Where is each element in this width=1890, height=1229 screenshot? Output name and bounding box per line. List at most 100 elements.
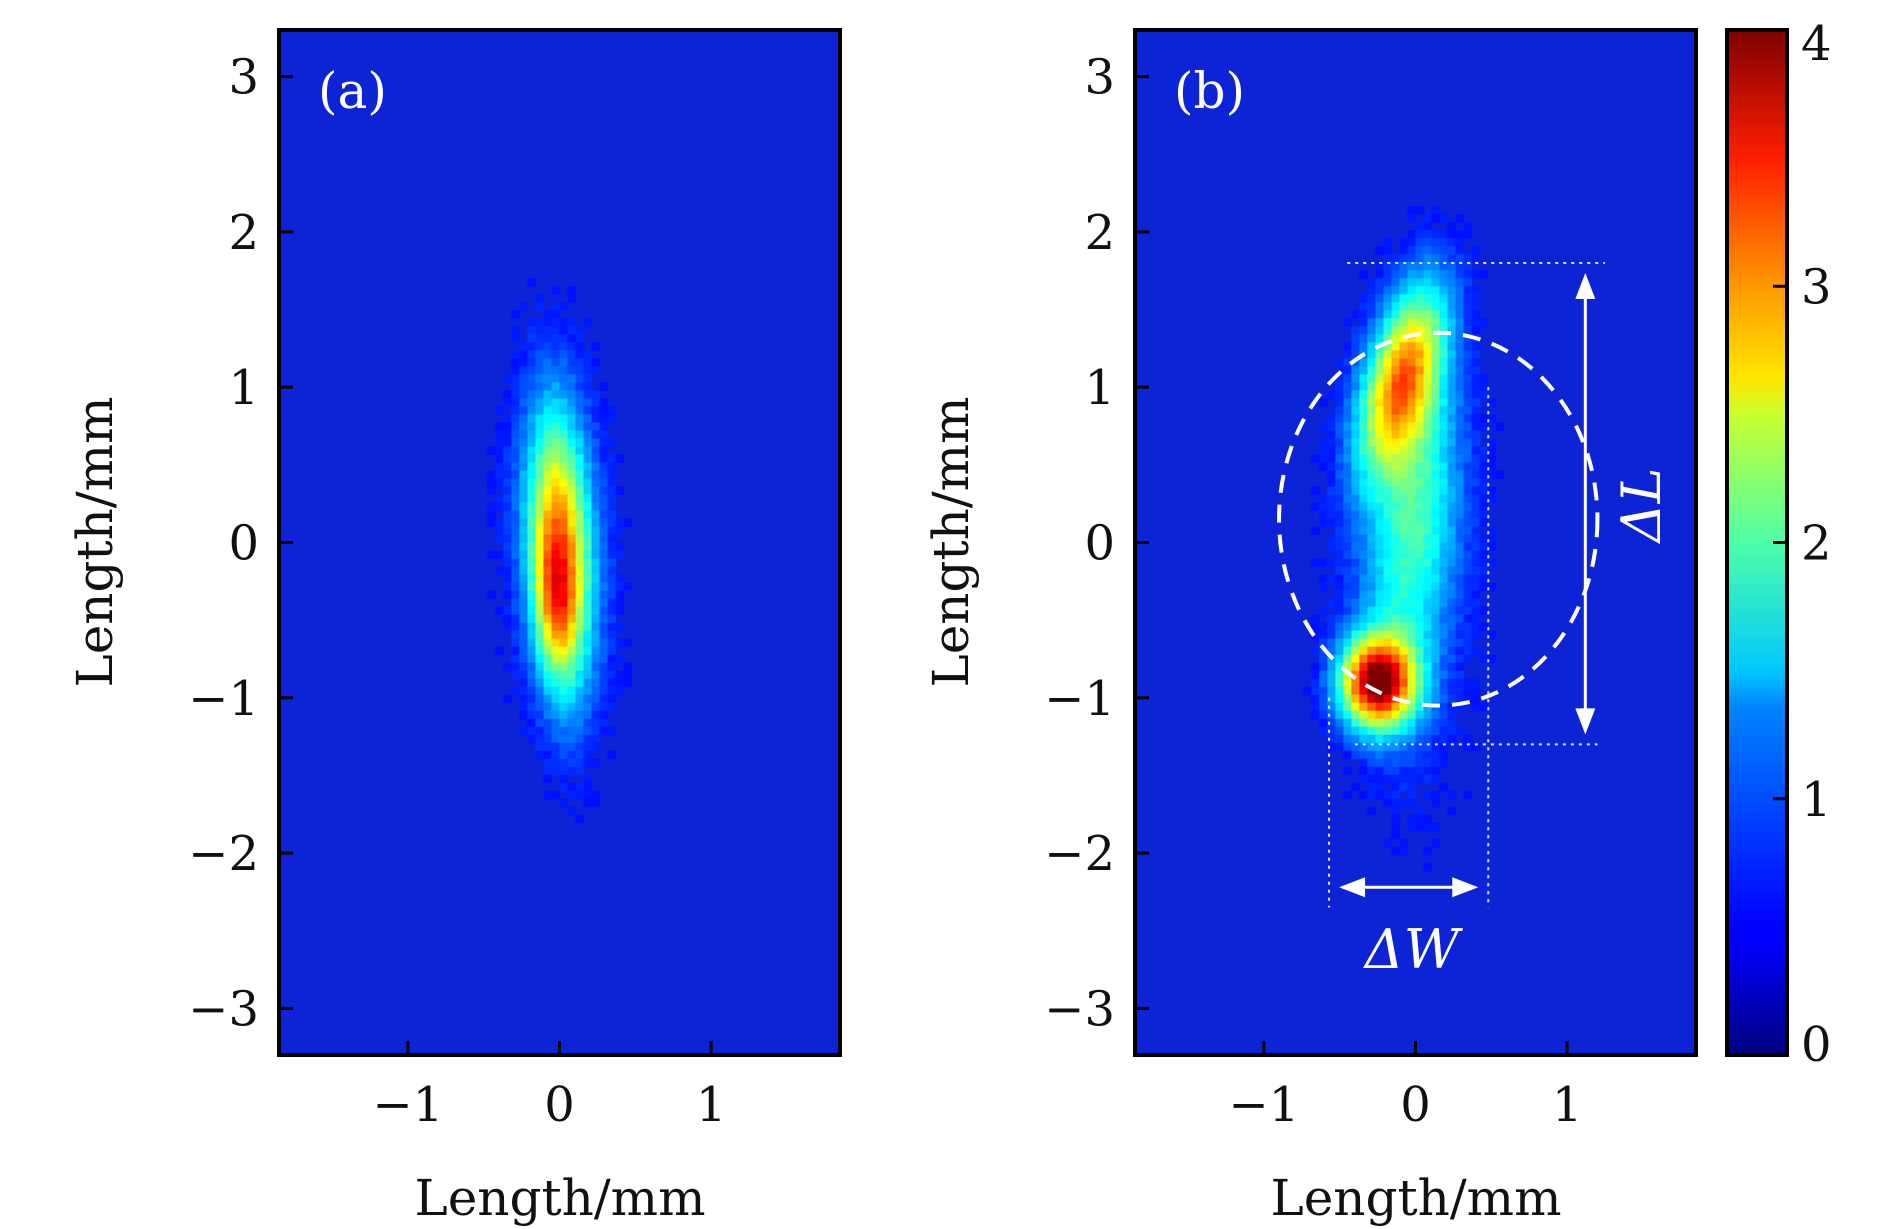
- heatmap-cell: [575, 550, 585, 560]
- heatmap-cell: [567, 766, 577, 776]
- heatmap-cell: [1335, 702, 1344, 712]
- heatmap-cell: [1423, 494, 1433, 504]
- heatmap-cell: [1359, 446, 1369, 456]
- heatmap-cell: [1351, 558, 1360, 568]
- heatmap-cell: [1431, 654, 1441, 664]
- heatmap-cell: [567, 782, 577, 792]
- heatmap-cell: [559, 374, 569, 383]
- heatmap-cell: [599, 446, 609, 456]
- heatmap-cell: [591, 702, 601, 712]
- heatmap-cell: [1391, 502, 1401, 512]
- heatmap-cell: [1319, 718, 1328, 728]
- heatmap-cell: [559, 454, 569, 464]
- heatmap-cell: [1383, 566, 1393, 576]
- heatmap-cell: [535, 582, 545, 592]
- heatmap-cell: [535, 734, 545, 744]
- heatmap-cell: [1375, 678, 1385, 688]
- heatmap-cell: [1447, 518, 1457, 528]
- heatmap-cell: [503, 470, 513, 480]
- heatmap-cell: [1391, 294, 1401, 303]
- heatmap-cell: [567, 558, 577, 568]
- y-tick-label: 0: [228, 516, 259, 572]
- heatmap-cell: [1415, 614, 1425, 624]
- heatmap-cell: [599, 470, 609, 480]
- heatmap-cell: [559, 782, 569, 792]
- heatmap-cell: [1431, 230, 1441, 239]
- heatmap-cell: [1439, 446, 1449, 456]
- heatmap-cell: [551, 534, 561, 544]
- heatmap-cell: [1343, 382, 1352, 391]
- heatmap-cell: [1471, 582, 1481, 592]
- heatmap-cell: [1319, 398, 1328, 407]
- heatmap-cell: [1455, 390, 1465, 399]
- heatmap-cell: [1407, 302, 1417, 311]
- heatmap-cell: [1343, 702, 1352, 712]
- heatmap-cell: [511, 310, 521, 319]
- heatmap-cell: [591, 486, 601, 496]
- heatmap-cell: [1351, 470, 1360, 480]
- heatmap-cell: [543, 774, 553, 784]
- heatmap-cell: [559, 382, 569, 391]
- heatmap-cell: [559, 534, 569, 544]
- heatmap-cell: [1359, 406, 1369, 415]
- heatmap-cell: [1351, 678, 1360, 688]
- heatmap-cell: [1343, 790, 1352, 800]
- heatmap-cell: [1375, 558, 1385, 568]
- heatmap-cell: [1383, 270, 1393, 279]
- heatmap-cell: [1311, 622, 1320, 632]
- heatmap-cell: [1351, 454, 1360, 464]
- heatmap-cell: [551, 326, 561, 335]
- heatmap-cell: [543, 534, 553, 544]
- heatmap-cell: [1399, 478, 1409, 488]
- heatmap-cell: [1383, 406, 1393, 415]
- heatmap-cell: [527, 390, 537, 399]
- heatmap-cell: [1343, 734, 1352, 744]
- delta-w-arrowhead-left: [1339, 877, 1366, 898]
- heatmap-cell: [519, 590, 529, 600]
- heatmap-cell: [1399, 382, 1409, 391]
- heatmap-cell: [599, 598, 609, 608]
- heatmap-cell: [1415, 726, 1425, 736]
- heatmap-cell: [1415, 470, 1425, 480]
- heatmap-cell: [511, 422, 521, 431]
- heatmap-cell: [1351, 606, 1360, 616]
- heatmap-cell: [511, 502, 521, 512]
- heatmap-cell: [1439, 390, 1449, 399]
- heatmap-cell: [1463, 486, 1473, 496]
- heatmap-cell: [1439, 614, 1449, 624]
- heatmap-cell: [519, 438, 529, 448]
- heatmap-cell: [1391, 494, 1401, 504]
- heatmap-cell: [1415, 534, 1425, 544]
- heatmap-cell: [519, 686, 529, 696]
- heatmap-cell: [1407, 390, 1417, 399]
- heatmap-cell: [1367, 606, 1377, 616]
- heatmap-cell: [1383, 742, 1393, 752]
- heatmap-cell: [1335, 686, 1344, 696]
- heatmap-cell: [575, 582, 585, 592]
- heatmap-cell: [1383, 430, 1393, 439]
- heatmap-cell: [535, 726, 545, 736]
- heatmap-cell: [519, 510, 529, 520]
- heatmap-cell: [1367, 598, 1377, 608]
- heatmap-cell: [1399, 614, 1409, 624]
- heatmap-cell: [1359, 422, 1369, 431]
- heatmap-cell: [1319, 558, 1328, 568]
- heatmap-cell: [1439, 702, 1449, 712]
- heatmap-cell: [1407, 502, 1417, 512]
- heatmap-cell: [1423, 526, 1433, 536]
- heatmap-cell: [1367, 366, 1377, 375]
- heatmap-cell: [1383, 462, 1393, 472]
- heatmap-cell: [1375, 734, 1385, 744]
- heatmap-cell: [1327, 446, 1336, 456]
- heatmap-cell: [519, 678, 529, 688]
- heatmap-cell: [1471, 630, 1481, 640]
- heatmap-cell: [1383, 510, 1393, 520]
- heatmap-cell: [559, 302, 569, 311]
- heatmap-cell: [543, 702, 553, 712]
- heatmap-cell: [615, 542, 625, 552]
- heatmap-cell: [503, 462, 513, 472]
- heatmap-cell: [1439, 238, 1449, 247]
- heatmap-cell: [1359, 334, 1369, 343]
- heatmap-cell: [1471, 374, 1481, 383]
- heatmap-cell: [1431, 278, 1441, 287]
